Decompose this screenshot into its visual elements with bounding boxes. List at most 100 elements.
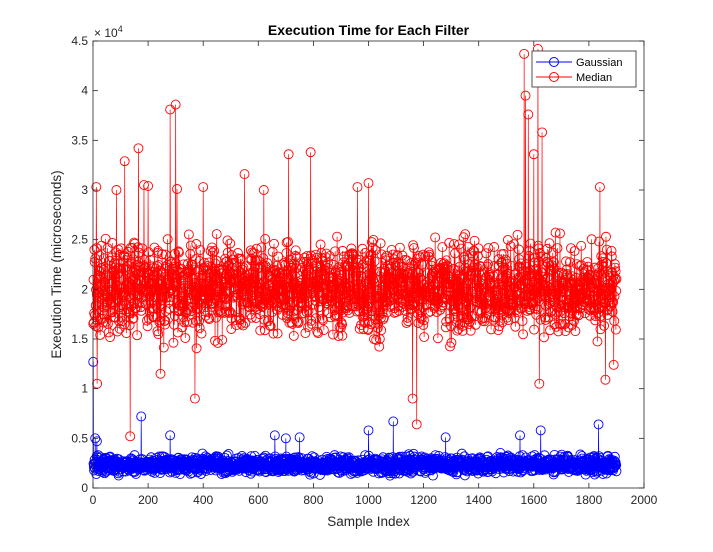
- data-point-median: [603, 278, 614, 289]
- data-point-median: [335, 267, 346, 278]
- x-tick-label: 1400: [465, 493, 492, 507]
- data-point-median: [475, 261, 486, 272]
- data-point-median: [123, 291, 134, 302]
- data-point-median: [94, 250, 105, 261]
- data-point-median: [560, 287, 571, 298]
- x-tick-label: 1000: [355, 493, 382, 507]
- data-point-median: [211, 229, 222, 239]
- data-point-median: [509, 239, 519, 250]
- data-point-median: [525, 304, 536, 315]
- data-point-median: [160, 249, 171, 260]
- y-tick-label: 2: [81, 282, 88, 296]
- data-point-median: [91, 284, 101, 295]
- data-point-median: [516, 263, 527, 274]
- data-point-median: [583, 304, 594, 315]
- data-point-median: [170, 258, 181, 269]
- data-point-median: [262, 258, 273, 269]
- data-point-median: [305, 250, 316, 261]
- data-point-gaussian: [440, 432, 451, 443]
- data-point-median: [391, 278, 402, 289]
- data-point-median: [560, 326, 571, 337]
- data-point-median: [407, 300, 417, 311]
- data-point-median: [260, 234, 271, 244]
- data-point-median: [592, 336, 603, 347]
- y-exponent-power: 4: [118, 24, 123, 34]
- data-point-median: [281, 300, 292, 311]
- data-point-median: [485, 304, 496, 314]
- data-point-median: [209, 245, 220, 256]
- data-point-median: [132, 330, 143, 341]
- data-point-median: [168, 337, 179, 348]
- data-point-median: [199, 257, 210, 268]
- data-point-median: [105, 332, 116, 343]
- data-point-median: [543, 258, 554, 269]
- data-point-median: [570, 326, 581, 337]
- data-point-median: [119, 156, 130, 167]
- y-tick-label: 3.5: [71, 133, 88, 147]
- data-point-median: [466, 248, 476, 259]
- data-point-median: [208, 299, 219, 309]
- data-point-median: [596, 251, 607, 262]
- data-point-median: [501, 273, 512, 284]
- data-point-median: [183, 229, 194, 240]
- data-point-median: [187, 302, 198, 313]
- data-point-median: [415, 252, 426, 263]
- y-tick-label: 1.5: [71, 332, 88, 346]
- data-point-median: [348, 249, 359, 260]
- data-point-median: [535, 251, 546, 262]
- data-point-median: [564, 257, 575, 268]
- data-point-median: [455, 295, 466, 306]
- data-point-median: [239, 169, 250, 180]
- data-point-median: [582, 294, 593, 305]
- data-point-median: [571, 259, 582, 270]
- data-point-median: [139, 255, 150, 265]
- data-point-median: [269, 238, 279, 249]
- data-point-median: [194, 322, 205, 333]
- data-point-median: [551, 321, 562, 332]
- y-exponent-base: × 10: [94, 26, 118, 40]
- data-point-median: [596, 269, 606, 280]
- series-gaussian: [88, 356, 622, 481]
- data-point-median: [205, 296, 216, 307]
- data-point-median: [100, 286, 111, 297]
- data-point-median: [576, 240, 587, 251]
- data-point-median: [425, 288, 436, 299]
- data-point-median: [512, 229, 523, 240]
- data-point-median: [415, 273, 425, 283]
- data-point-median: [461, 278, 472, 289]
- data-point-median: [529, 324, 540, 335]
- chart-title: Execution Time for Each Filter: [268, 22, 470, 38]
- data-point-median: [532, 293, 543, 304]
- data-point-median: [332, 296, 343, 307]
- x-axis-label: Sample Index: [327, 514, 410, 529]
- data-point-median: [360, 247, 371, 258]
- data-point-median: [277, 300, 288, 311]
- data-point-median: [475, 261, 486, 271]
- data-point-median: [100, 316, 111, 327]
- data-point-median: [506, 261, 517, 271]
- data-point-median: [129, 238, 140, 249]
- data-point-median: [526, 269, 536, 280]
- y-tick-label: 0: [81, 481, 88, 495]
- data-point-median: [272, 328, 283, 339]
- y-tick-label: 3: [81, 183, 88, 197]
- data-point-median: [181, 284, 192, 295]
- data-point-median: [116, 312, 127, 323]
- data-point-median: [328, 259, 339, 270]
- data-point-median: [213, 300, 224, 311]
- data-point-median: [127, 313, 138, 324]
- data-point-median: [605, 284, 616, 295]
- data-point-median: [326, 296, 337, 307]
- data-point-median: [191, 239, 202, 249]
- data-point-median: [520, 261, 531, 272]
- data-point-median: [378, 312, 389, 323]
- data-point-median: [473, 243, 484, 254]
- data-point-median: [312, 326, 323, 337]
- data-point-median: [600, 374, 611, 385]
- data-point-median: [185, 248, 196, 259]
- data-point-median: [286, 317, 297, 328]
- data-point-median: [483, 243, 494, 254]
- data-point-gaussian: [611, 466, 622, 477]
- data-point-median: [601, 231, 611, 242]
- data-point-median: [150, 281, 161, 292]
